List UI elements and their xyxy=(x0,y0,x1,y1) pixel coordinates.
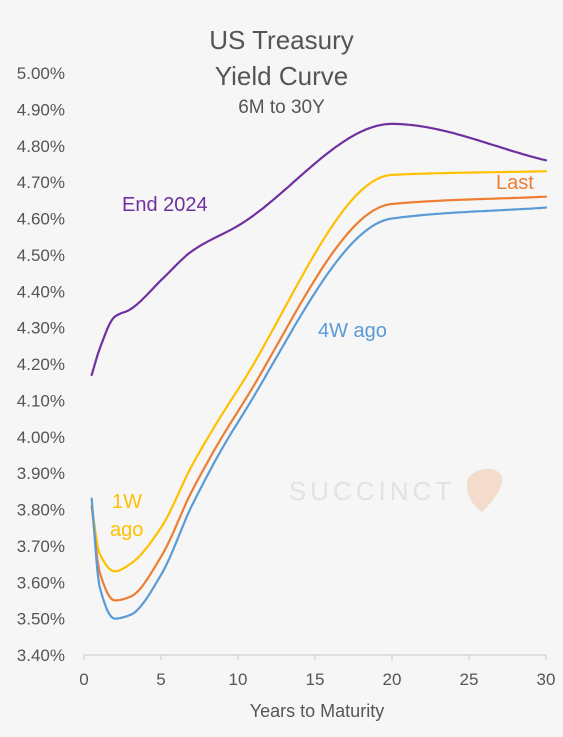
x-tick-label: 0 xyxy=(79,670,88,689)
y-tick-label: 4.80% xyxy=(17,137,65,156)
chart-title: US Treasury xyxy=(209,25,354,55)
label-end-2024: End 2024 xyxy=(122,194,208,216)
y-tick-label: 4.30% xyxy=(17,319,65,338)
y-tick-label: 4.60% xyxy=(17,210,65,229)
axes: 3.40% 3.50% 3.60% 3.70% 3.80% 3.90% 4.00% 4.10%… xyxy=(17,64,556,689)
chart-subtitle: 6M to 30Y xyxy=(238,97,325,118)
y-tick-label: 3.40% xyxy=(17,646,65,665)
watermark-logo-icon xyxy=(466,468,503,512)
y-tick-label: 3.80% xyxy=(17,501,65,520)
series-line-4w-ago xyxy=(90,206,548,620)
series-line-end-2024 xyxy=(90,122,548,376)
y-tick-label: 4.00% xyxy=(17,428,65,447)
watermark: SUCCINCT xyxy=(289,468,503,512)
x-tick-label: 5 xyxy=(156,670,165,689)
x-tick-label: 30 xyxy=(537,670,556,689)
series-lines xyxy=(90,122,548,620)
x-tick-label: 20 xyxy=(383,670,402,689)
series-line-last xyxy=(90,195,548,602)
series-line-1w-ago xyxy=(90,170,548,573)
label-1w-ago-line1: 1W xyxy=(112,491,142,513)
y-tick-label: 4.90% xyxy=(17,100,65,119)
y-tick-label: 3.60% xyxy=(17,573,65,592)
y-tick-label: 4.40% xyxy=(17,282,65,301)
x-axis-label: Years to Maturity xyxy=(250,701,384,721)
y-tick-label: 3.50% xyxy=(17,610,65,629)
y-tick-label: 4.50% xyxy=(17,246,65,265)
y-tick-label: 4.10% xyxy=(17,391,65,410)
watermark-text: SUCCINCT xyxy=(289,476,455,506)
y-tick-label: 3.90% xyxy=(17,464,65,483)
x-tick-label: 10 xyxy=(229,670,248,689)
label-1w-ago-line2: ago xyxy=(110,519,143,541)
y-tick-label: 3.70% xyxy=(17,537,65,556)
y-tick-label: 4.20% xyxy=(17,355,65,374)
label-4w-ago: 4W ago xyxy=(318,320,387,342)
y-tick-label: 4.70% xyxy=(17,173,65,192)
x-tick-label: 15 xyxy=(306,670,325,689)
y-tick-label: 5.00% xyxy=(17,64,65,83)
x-tick-label: 25 xyxy=(460,670,479,689)
label-last: Last xyxy=(496,172,534,194)
chart-title-line2: Yield Curve xyxy=(214,61,349,91)
